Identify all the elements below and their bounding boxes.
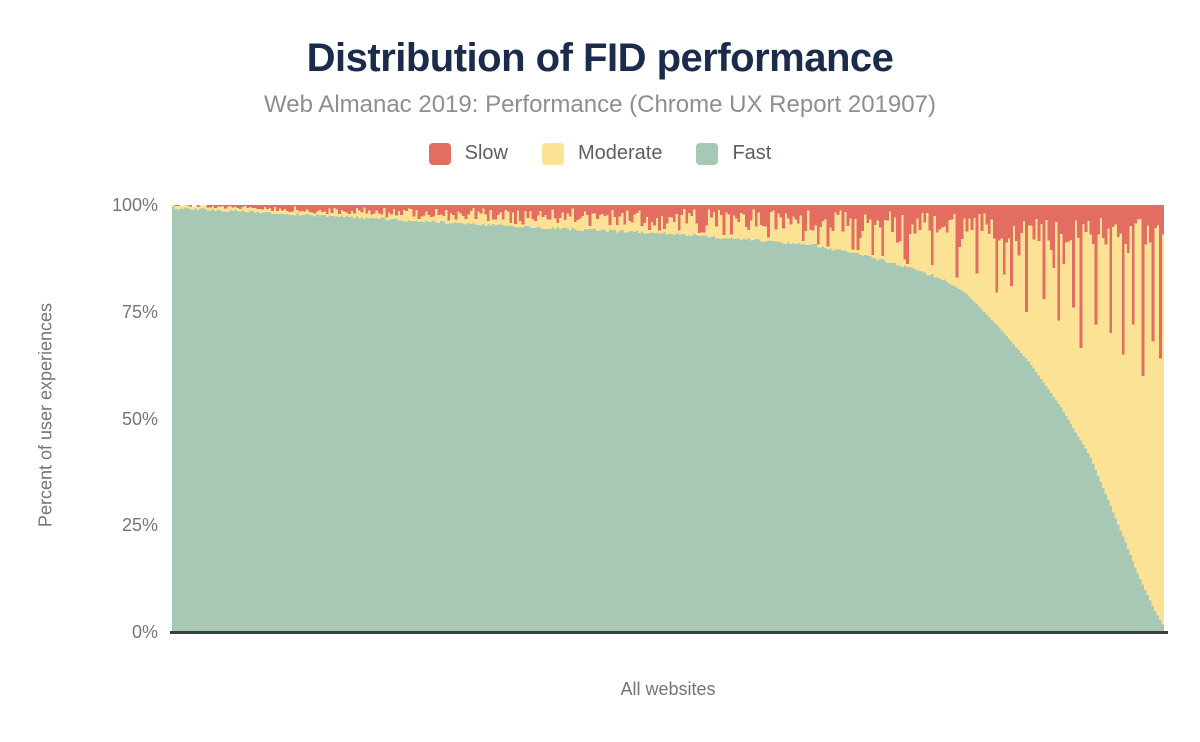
y-tick-label: 25% (121, 515, 158, 536)
legend-swatch-slow-icon (428, 142, 451, 165)
legend-item-fast: Fast (696, 142, 771, 165)
legend-label-fast: Fast (732, 142, 772, 164)
x-axis-line (170, 631, 1168, 634)
y-tick-label: 100% (111, 195, 158, 215)
legend-swatch-moderate-icon (541, 142, 564, 165)
legend-item-moderate: Moderate (541, 142, 663, 165)
y-tick-label: 75% (121, 301, 158, 322)
slow-series-bars (174, 205, 1164, 376)
chart-title: Distribution of FID performance (306, 36, 894, 80)
stacked-bars-canvas (172, 205, 1164, 632)
fast-series-bars (172, 206, 1164, 632)
y-tick-label: 50% (121, 408, 158, 429)
y-tick-label: 0% (131, 622, 158, 642)
legend-label-moderate: Moderate (577, 142, 663, 164)
legend-item-slow: Slow (428, 142, 508, 165)
chart-legend: Slow Moderate Fast (0, 142, 1200, 165)
plot-area (172, 205, 1164, 632)
chart-subtitle: Web Almanac 2019: Performance (Chrome UX… (264, 91, 936, 118)
x-axis-label: All websites (620, 679, 716, 699)
legend-swatch-fast-icon (696, 142, 719, 165)
legend-label-slow: Slow (464, 142, 508, 164)
